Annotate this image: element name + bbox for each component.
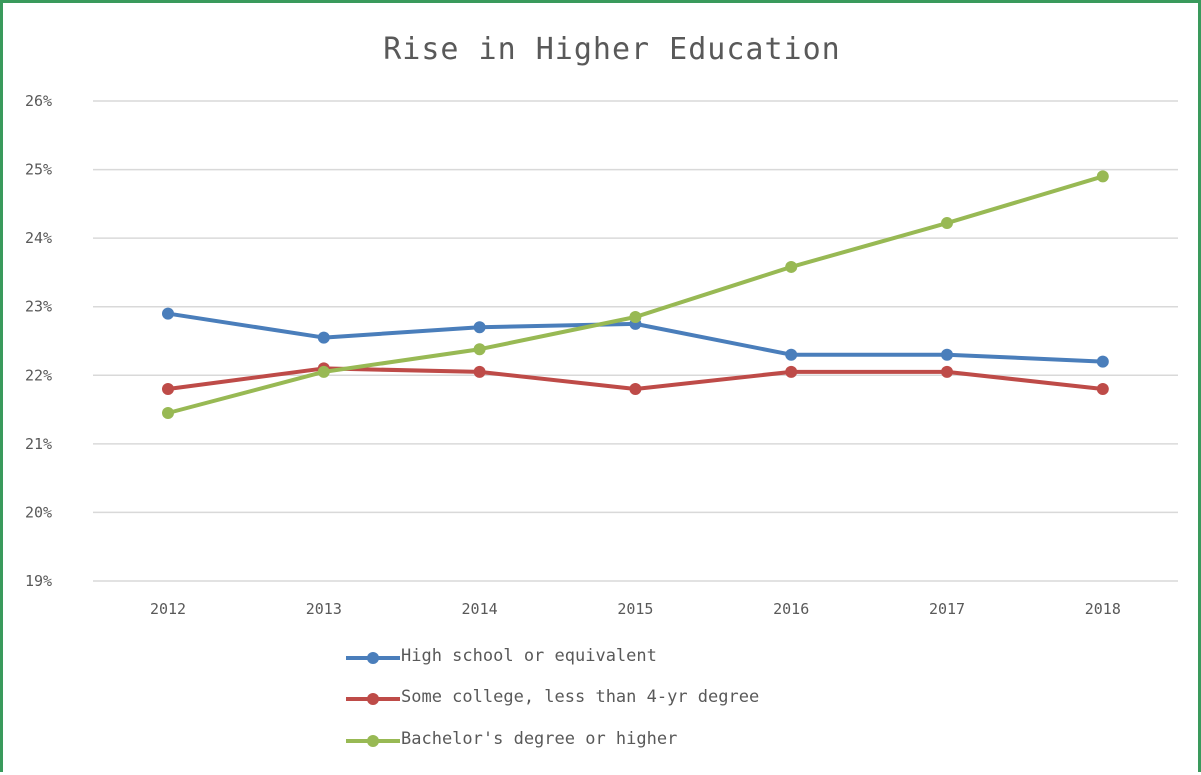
y-tick-label: 25%	[25, 161, 52, 179]
data-point	[1096, 355, 1109, 368]
data-point	[473, 321, 486, 334]
x-tick-label: 2014	[462, 600, 498, 618]
gridlines	[93, 100, 1178, 582]
data-point	[1096, 383, 1109, 395]
data-point	[162, 407, 174, 419]
data-point	[1096, 170, 1109, 183]
legend-marker	[367, 735, 379, 747]
y-tick-label: 21%	[25, 435, 52, 453]
data-point	[162, 383, 174, 395]
legend-marker	[367, 652, 379, 664]
x-tick-label: 2012	[150, 600, 186, 618]
data-point	[629, 383, 642, 395]
y-tick-label: 20%	[25, 503, 52, 521]
legend-label: Some college, less than 4-yr degree	[401, 687, 759, 707]
data-point	[941, 365, 953, 378]
y-tick-label: 23%	[25, 298, 52, 316]
legend-marker	[367, 693, 379, 705]
data-point	[473, 343, 486, 356]
data-point	[162, 307, 174, 320]
legend-label: High school or equivalent	[401, 646, 657, 666]
y-tick-label: 26%	[25, 92, 52, 110]
y-tick-label: 24%	[25, 229, 52, 247]
data-point	[473, 365, 486, 378]
legend-label: Bachelor's degree or higher	[401, 729, 677, 749]
data-point	[785, 260, 798, 273]
line-chart: Rise in Higher Education 19% 20% 21% 22% 23%…	[25, 32, 1178, 749]
series-line	[166, 174, 1105, 415]
data-point	[317, 365, 330, 378]
legend-item: Bachelor's degree or higher	[346, 729, 677, 749]
data-point	[785, 348, 798, 361]
data-point	[785, 365, 798, 378]
legend-item: High school or equivalent	[346, 646, 657, 666]
data-point	[941, 217, 953, 230]
legend: High school or equivalent Some college, l…	[346, 646, 759, 749]
legend-item: Some college, less than 4-yr degree	[346, 687, 759, 707]
chart-title: Rise in Higher Education	[383, 32, 840, 67]
data-point	[629, 311, 642, 323]
series-3	[162, 170, 1109, 419]
data-point	[317, 331, 330, 344]
x-tick-label: 2015	[617, 600, 653, 618]
series-lines	[162, 170, 1109, 419]
y-tick-label: 22%	[25, 366, 52, 384]
series-1	[162, 307, 1109, 368]
x-tick-label: 2018	[1085, 600, 1121, 618]
x-tick-label: 2017	[929, 600, 965, 618]
data-point	[941, 348, 953, 361]
x-tick-label: 2013	[306, 600, 342, 618]
x-axis-ticks: 2012 2013 2014 2015 2016 2017 2018	[150, 600, 1121, 618]
y-tick-label: 19%	[25, 572, 52, 590]
y-axis-ticks: 19% 20% 21% 22% 23% 24% 25% 26%	[25, 92, 52, 590]
x-tick-label: 2016	[773, 600, 809, 618]
